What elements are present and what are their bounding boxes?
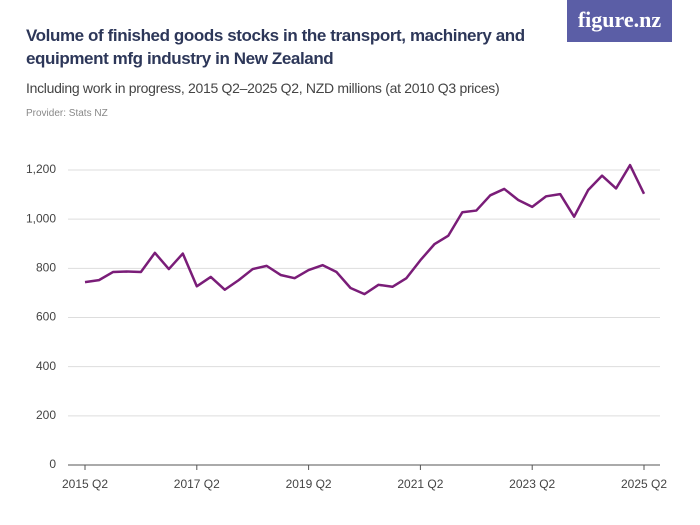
line xyxy=(84,163,646,296)
x-tick-label: 2025 Q2 xyxy=(621,477,667,491)
x-tick-label: 2017 Q2 xyxy=(174,477,220,491)
x-tick-label: 2023 Q2 xyxy=(509,477,555,491)
x-tick-label: 2021 Q2 xyxy=(397,477,443,491)
y-tick-label: 600 xyxy=(36,310,56,324)
y-tick-label: 800 xyxy=(36,261,56,275)
y-tick-label: 1,000 xyxy=(26,211,56,225)
x-tick-label: 2015 Q2 xyxy=(62,477,108,491)
chart-subtitle: Including work in progress, 2015 Q2–2025… xyxy=(26,80,500,96)
y-tick-label: 1,200 xyxy=(26,162,56,176)
provider: Provider: Stats NZ xyxy=(26,108,108,119)
y-tick-label: 400 xyxy=(36,359,56,373)
logo[interactable]: figure.nz xyxy=(567,0,672,42)
y-tick-label: 200 xyxy=(36,408,56,422)
chart-title: Volume of finished goods stocks in the t… xyxy=(26,26,525,68)
x-tick-label: 2019 Q2 xyxy=(286,477,332,491)
y-tick-label: 0 xyxy=(49,457,56,471)
